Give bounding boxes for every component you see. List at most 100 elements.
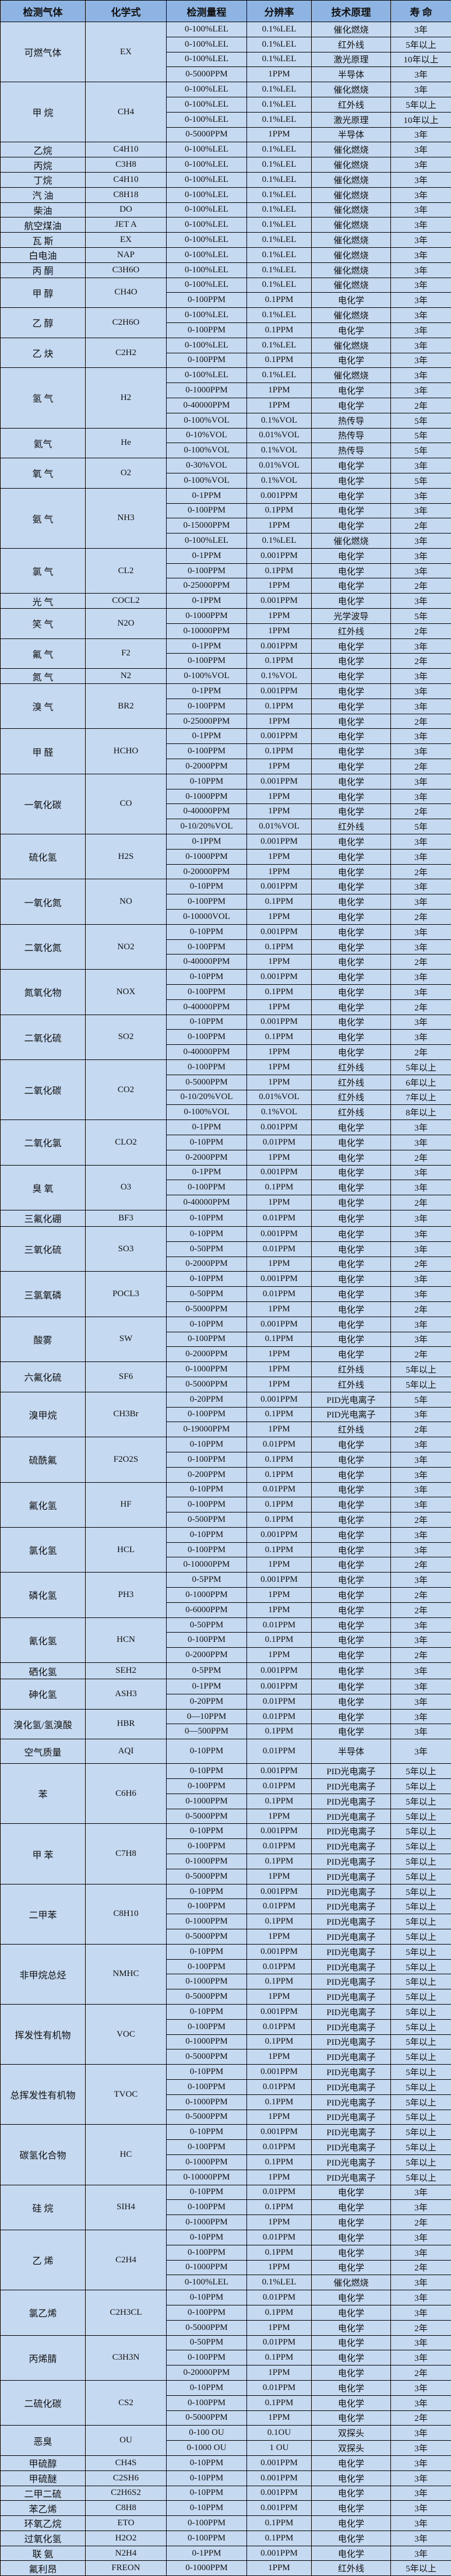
range-cell: 0-1000PPM (167, 789, 247, 804)
gas-name-cell: 氦气 (1, 428, 86, 458)
resolution-cell: 0.1PPM (247, 2200, 312, 2215)
formula-cell: C2H6S2 (86, 2486, 167, 2501)
principle-cell: PID光电离子 (312, 1944, 391, 1959)
principle-cell: 热传导 (312, 443, 391, 458)
resolution-cell: 0.01PPM (247, 1241, 312, 1257)
principle-cell: 电化学 (312, 1663, 391, 1679)
principle-cell: 电化学 (312, 1165, 391, 1180)
lifespan-cell: 5年以上 (391, 37, 451, 52)
resolution-cell: 0.1PPM (247, 353, 312, 368)
gas-name-cell: 溴 气 (1, 684, 86, 729)
lifespan-cell: 3年 (391, 353, 451, 368)
lifespan-cell: 3年 (391, 82, 451, 97)
resolution-cell: 0.001PPM (247, 2065, 312, 2080)
formula-cell: HC (86, 2125, 167, 2185)
resolution-cell: 0.1%VOL (247, 473, 312, 488)
lifespan-cell: 3年 (391, 1165, 451, 1180)
range-cell: 0-1000PPM (167, 1362, 247, 1377)
resolution-cell: 1PPM (247, 1557, 312, 1573)
lifespan-cell: 2年 (391, 1301, 451, 1317)
range-cell: 0-1000PPM (167, 1854, 247, 1869)
resolution-cell: 0.1%LEL (247, 142, 312, 157)
lifespan-cell: 3年 (391, 217, 451, 233)
range-cell: 0-1PPM (167, 834, 247, 850)
resolution-cell: 1PPM (247, 910, 312, 925)
range-cell: 0-1PPM (167, 638, 247, 654)
lifespan-cell: 5年 (391, 609, 451, 624)
principle-cell: 电化学 (312, 939, 391, 954)
range-cell: 0-100PPM (167, 1030, 247, 1045)
range-cell: 0-100PPM (167, 894, 247, 910)
lifespan-cell: 5年 (391, 428, 451, 443)
range-cell: 0-5000PPM (167, 2410, 247, 2426)
gas-name-cell: 乙 烯 (1, 2230, 86, 2290)
formula-cell: N2 (86, 669, 167, 684)
formula-cell: C4H10 (86, 172, 167, 187)
resolution-cell: 0.1OU (247, 2426, 312, 2441)
lifespan-cell: 8年以上 (391, 1105, 451, 1120)
range-cell: 0-100PPM (167, 699, 247, 714)
lifespan-cell: 2年 (391, 1648, 451, 1663)
lifespan-cell: 3年 (391, 1709, 451, 1724)
lifespan-cell: 3年 (391, 1739, 451, 1764)
range-cell: 0-10PPM (167, 970, 247, 985)
lifespan-cell: 3年 (391, 2470, 451, 2486)
range-cell: 0-10PPM (167, 2230, 247, 2245)
principle-cell: 催化燃烧 (312, 278, 391, 293)
range-cell: 0-50PPM (167, 1617, 247, 1633)
range-cell: 0-100PPM (167, 1497, 247, 1512)
resolution-cell: 1PPM (247, 804, 312, 819)
lifespan-cell: 5年以上 (391, 1779, 451, 1794)
principle-cell: PID光电离子 (312, 1854, 391, 1869)
range-cell: 0-1000PPM (167, 609, 247, 624)
principle-cell: PID光电离子 (312, 1959, 391, 1974)
resolution-cell: 0.001PPM (247, 970, 312, 985)
range-cell: 0-10PPM (167, 2125, 247, 2140)
resolution-cell: 0.1PPM (247, 2531, 312, 2546)
lifespan-cell: 5年以上 (391, 2170, 451, 2185)
lifespan-cell: 5年以上 (391, 2110, 451, 2125)
range-cell: 0-10PPM (167, 2185, 247, 2200)
header-lifespan: 寿 命 (391, 1, 451, 22)
resolution-cell: 0.1PPM (247, 985, 312, 1000)
principle-cell: 电化学 (312, 1257, 391, 1272)
range-cell: 0-100PPM (167, 503, 247, 518)
lifespan-cell: 5年以上 (391, 1764, 451, 1779)
resolution-cell: 1PPM (247, 2215, 312, 2230)
range-cell: 0-5000PPM (167, 67, 247, 82)
gas-name-cell: 二甲二硫 (1, 2486, 86, 2501)
resolution-cell: 0.001PPM (247, 1573, 312, 1588)
gas-name-cell: 臭 氧 (1, 1165, 86, 1210)
lifespan-cell: 3年 (391, 744, 451, 759)
resolution-cell: 0.1PPM (247, 654, 312, 669)
resolution-cell: 0.001PPM (247, 2470, 312, 2486)
range-cell: 0-1PPM (167, 594, 247, 609)
gas-name-cell: 溴化氢/氢溴酸 (1, 1709, 86, 1739)
range-cell: 0-10/20%VOL (167, 1090, 247, 1105)
range-cell: 0-50PPM (167, 2335, 247, 2350)
resolution-cell: 1PPM (247, 1869, 312, 1884)
range-cell: 0-10PPM (167, 1135, 247, 1150)
gas-name-cell: 甲 醛 (1, 729, 86, 774)
principle-cell: 激光原理 (312, 52, 391, 67)
principle-cell: 催化燃烧 (312, 217, 391, 233)
lifespan-cell: 3年 (391, 67, 451, 82)
principle-cell: PID光电离子 (312, 2034, 391, 2049)
table-header-row: 检测气体 化学式 检测量程 分辨率 技术原理 寿 命 (1, 1, 451, 22)
principle-cell: 催化燃烧 (312, 142, 391, 157)
formula-cell: SF6 (86, 1362, 167, 1392)
resolution-cell: 0.1PPM (247, 699, 312, 714)
lifespan-cell: 3年 (391, 2441, 451, 2456)
range-cell: 0-100%LEL (167, 172, 247, 187)
principle-cell: 催化燃烧 (312, 308, 391, 323)
principle-cell: PID光电离子 (312, 2140, 391, 2155)
range-cell: 0-6000PPM (167, 1602, 247, 1617)
principle-cell: 电化学 (312, 894, 391, 910)
